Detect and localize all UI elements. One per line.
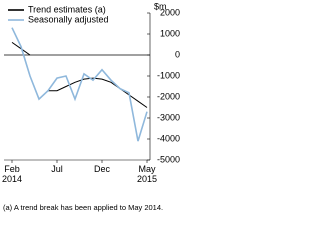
y-tick-label: 0 — [175, 49, 180, 59]
footnote: (a) A trend break has been applied to Ma… — [3, 203, 164, 212]
x-tick-label: May 2015 — [136, 164, 158, 184]
y-tick-label: -1000 — [157, 70, 180, 80]
legend-label: Trend estimates (a) — [28, 4, 106, 14]
y-tick-label: -3000 — [157, 112, 180, 122]
y-tick-label: 1000 — [160, 28, 180, 38]
chart: $m 2000 1000 0 -1000 -2000 -3000 -4000 -5000 Tre… — [4, 1, 180, 164]
y-tick-label: 2000 — [160, 7, 180, 17]
x-tick-label: Dec — [93, 164, 110, 174]
x-tick-label: Feb 2014 — [1, 164, 23, 184]
legend-label: Seasonally adjusted — [28, 14, 109, 24]
unit-label: $m — [154, 1, 167, 11]
y-tick-label: -5000 — [157, 154, 180, 164]
y-tick-label: -2000 — [157, 91, 180, 101]
y-tick-label: -4000 — [157, 133, 180, 143]
page: $m 2000 1000 0 -1000 -2000 -3000 -4000 -5000 Tre… — [1, 1, 180, 212]
series-line — [48, 77, 148, 108]
x-tick-label: Jul — [51, 164, 63, 174]
series-line — [11, 27, 148, 142]
